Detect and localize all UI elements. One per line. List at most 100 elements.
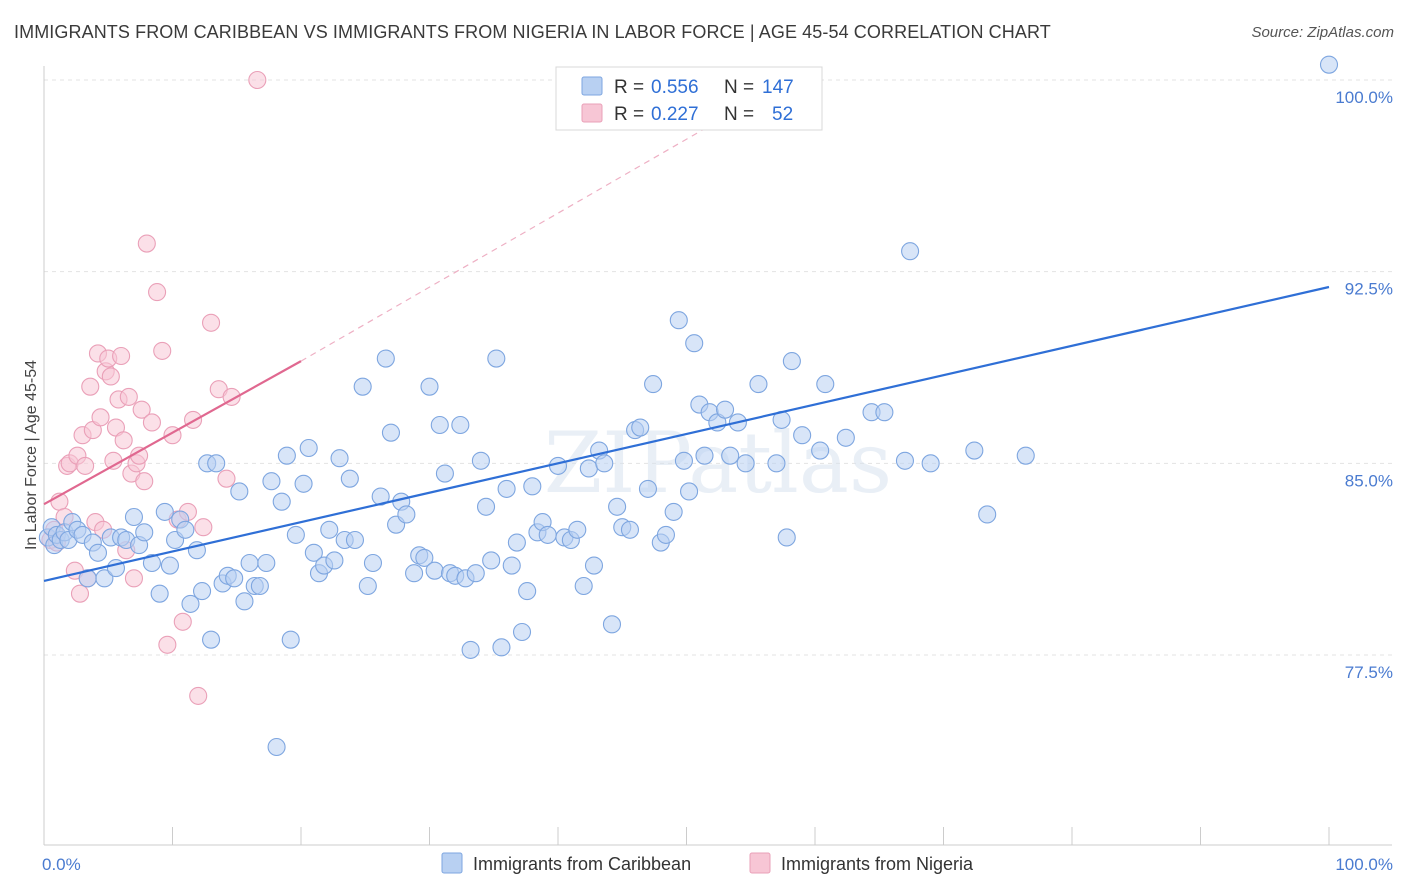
point-caribbean-41 [251,578,268,595]
point-caribbean-101 [580,460,597,477]
legend-r-label-nigeria: R = [614,104,644,125]
point-caribbean-127 [737,455,754,472]
point-caribbean-85 [488,350,505,367]
point-caribbean-36 [226,570,243,587]
point-caribbean-95 [539,526,556,543]
point-caribbean-89 [508,534,525,551]
point-caribbean-104 [596,455,613,472]
series-label-caribbean: Immigrants from Caribbean [473,854,691,874]
point-caribbean-75 [436,465,453,482]
point-nigeria-38 [154,342,171,359]
point-caribbean-144 [1017,447,1034,464]
y-tick-label-1: 85.0% [1345,471,1393,490]
point-caribbean-73 [426,562,443,579]
point-caribbean-142 [966,442,983,459]
point-caribbean-106 [609,498,626,515]
series-swatch-caribbean [442,853,462,873]
point-caribbean-65 [382,424,399,441]
series-legend: Immigrants from Caribbean Immigrants fro… [442,853,974,874]
point-nigeria-49 [218,470,235,487]
point-nigeria-42 [174,613,191,630]
point-caribbean-62 [364,555,381,572]
point-caribbean-141 [922,455,939,472]
point-caribbean-145 [1321,56,1338,73]
point-caribbean-30 [194,583,211,600]
point-nigeria-11 [77,457,94,474]
point-nigeria-39 [159,636,176,653]
scatter-chart: ZIPatlas In Labor Force | Age 45-54 77.5… [0,0,1406,892]
point-caribbean-91 [519,583,536,600]
point-caribbean-90 [514,624,531,641]
point-caribbean-54 [321,521,338,538]
point-caribbean-132 [783,353,800,370]
point-caribbean-72 [421,378,438,395]
legend-r-value-caribbean: 0.556 [651,77,699,98]
point-caribbean-50 [300,440,317,457]
point-caribbean-49 [295,475,312,492]
point-caribbean-44 [268,739,285,756]
point-caribbean-117 [675,452,692,469]
legend-n-label-caribbean: N = [724,77,754,98]
point-caribbean-114 [657,526,674,543]
point-caribbean-33 [208,455,225,472]
point-caribbean-143 [979,506,996,523]
point-caribbean-119 [686,335,703,352]
point-caribbean-139 [896,452,913,469]
point-caribbean-112 [645,376,662,393]
point-caribbean-83 [478,498,495,515]
point-caribbean-140 [902,243,919,260]
legend-r-value-nigeria: 0.227 [651,104,699,125]
stats-legend: R = 0.556 N = 147 R = 0.227 N = 52 [556,67,822,130]
y-tick-labels: 77.5%85.0%92.5%100.0% [1335,88,1393,682]
point-caribbean-131 [778,529,795,546]
point-caribbean-84 [483,552,500,569]
point-caribbean-55 [326,552,343,569]
point-caribbean-60 [354,378,371,395]
point-caribbean-116 [670,312,687,329]
data-points [39,56,1337,755]
y-tick-label-0: 77.5% [1345,663,1393,682]
point-caribbean-138 [876,404,893,421]
point-caribbean-124 [717,401,734,418]
point-caribbean-38 [236,593,253,610]
point-caribbean-43 [263,473,280,490]
point-caribbean-80 [462,641,479,658]
point-nigeria-13 [82,378,99,395]
point-caribbean-82 [472,452,489,469]
legend-swatch-caribbean [582,77,602,95]
point-nigeria-9 [71,585,88,602]
point-caribbean-100 [575,578,592,595]
point-caribbean-37 [231,483,248,500]
point-caribbean-32 [203,631,220,648]
point-caribbean-88 [503,557,520,574]
point-caribbean-128 [750,376,767,393]
point-caribbean-78 [452,417,469,434]
point-caribbean-99 [569,521,586,538]
point-caribbean-12 [89,544,106,561]
point-caribbean-87 [498,480,515,497]
point-nigeria-26 [115,432,132,449]
point-nigeria-35 [138,235,155,252]
series-swatch-nigeria [750,853,770,873]
point-caribbean-86 [493,639,510,656]
point-caribbean-42 [258,555,275,572]
point-caribbean-61 [359,578,376,595]
point-caribbean-39 [241,555,258,572]
point-nigeria-51 [249,72,266,89]
point-nigeria-44 [185,411,202,428]
point-caribbean-118 [681,483,698,500]
point-caribbean-27 [177,521,194,538]
point-caribbean-58 [341,470,358,487]
legend-n-label-nigeria: N = [724,104,754,125]
point-caribbean-56 [331,450,348,467]
point-caribbean-47 [282,631,299,648]
point-caribbean-129 [768,455,785,472]
point-nigeria-30 [125,570,142,587]
point-caribbean-110 [632,419,649,436]
x-tick-labels: 0.0% 100.0% [42,855,1393,874]
point-nigeria-45 [190,687,207,704]
point-caribbean-135 [817,376,834,393]
legend-n-value-nigeria: 52 [772,104,793,125]
point-caribbean-111 [639,480,656,497]
point-nigeria-21 [102,368,119,385]
